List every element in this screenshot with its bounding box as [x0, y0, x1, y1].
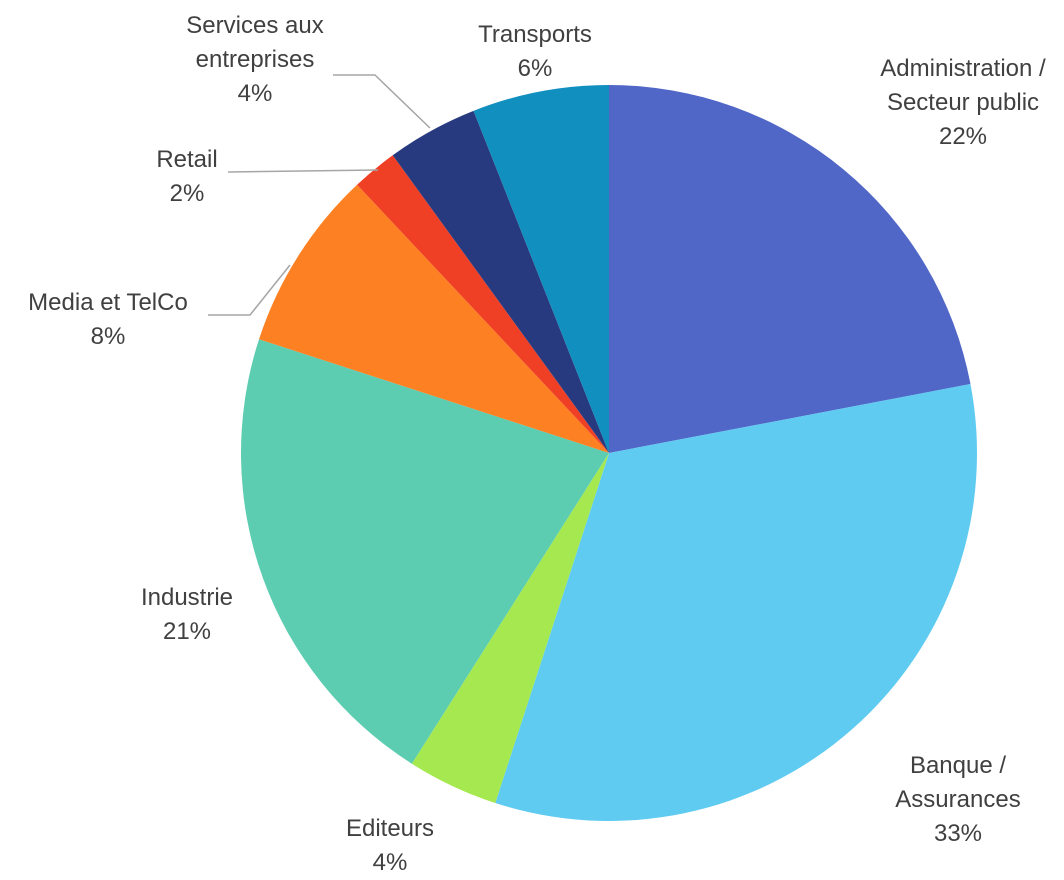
- category-label: Retail: [156, 146, 218, 173]
- leader-line: [208, 264, 291, 316]
- category-label: Banque / Assurances: [895, 752, 1021, 813]
- pie-slice: [411, 453, 609, 803]
- pie-slice: [392, 110, 609, 453]
- category-label: Editeurs: [345, 815, 435, 842]
- value-label: 4%: [372, 849, 408, 876]
- leader-line: [333, 74, 431, 129]
- slice-label: Transports 6%: [455, 18, 615, 86]
- value-label: 2%: [169, 180, 205, 207]
- slice-label: Retail 2%: [127, 143, 247, 211]
- value-label: 22%: [938, 123, 988, 150]
- leader-line: [227, 169, 379, 173]
- slice-label: Administration / Secteur public 22%: [858, 52, 1064, 154]
- slice-label: Services aux entreprises 4%: [170, 9, 340, 111]
- slice-label: Banque / Assurances 33%: [883, 749, 1033, 851]
- value-label: 4%: [237, 80, 273, 107]
- value-label: 33%: [933, 820, 983, 847]
- slice-label: Industrie 21%: [112, 581, 262, 649]
- category-label: Media et TelCo: [28, 289, 188, 316]
- pie-slice: [357, 155, 609, 454]
- pie-slice: [495, 384, 977, 821]
- value-label: 8%: [90, 323, 126, 350]
- slice-label: Editeurs 4%: [315, 812, 465, 880]
- category-label: Administration / Secteur public: [880, 55, 1046, 116]
- pie-slice: [240, 339, 610, 764]
- pie-slice: [609, 85, 971, 453]
- pie-slice: [259, 184, 609, 453]
- category-label: Industrie: [140, 584, 234, 611]
- pie-slice: [473, 85, 609, 453]
- category-label: Transports: [478, 21, 592, 48]
- category-label: Services aux entreprises: [186, 12, 324, 73]
- value-label: 21%: [162, 618, 212, 645]
- value-label: 6%: [517, 55, 553, 82]
- slice-label: Media et TelCo 8%: [0, 286, 218, 354]
